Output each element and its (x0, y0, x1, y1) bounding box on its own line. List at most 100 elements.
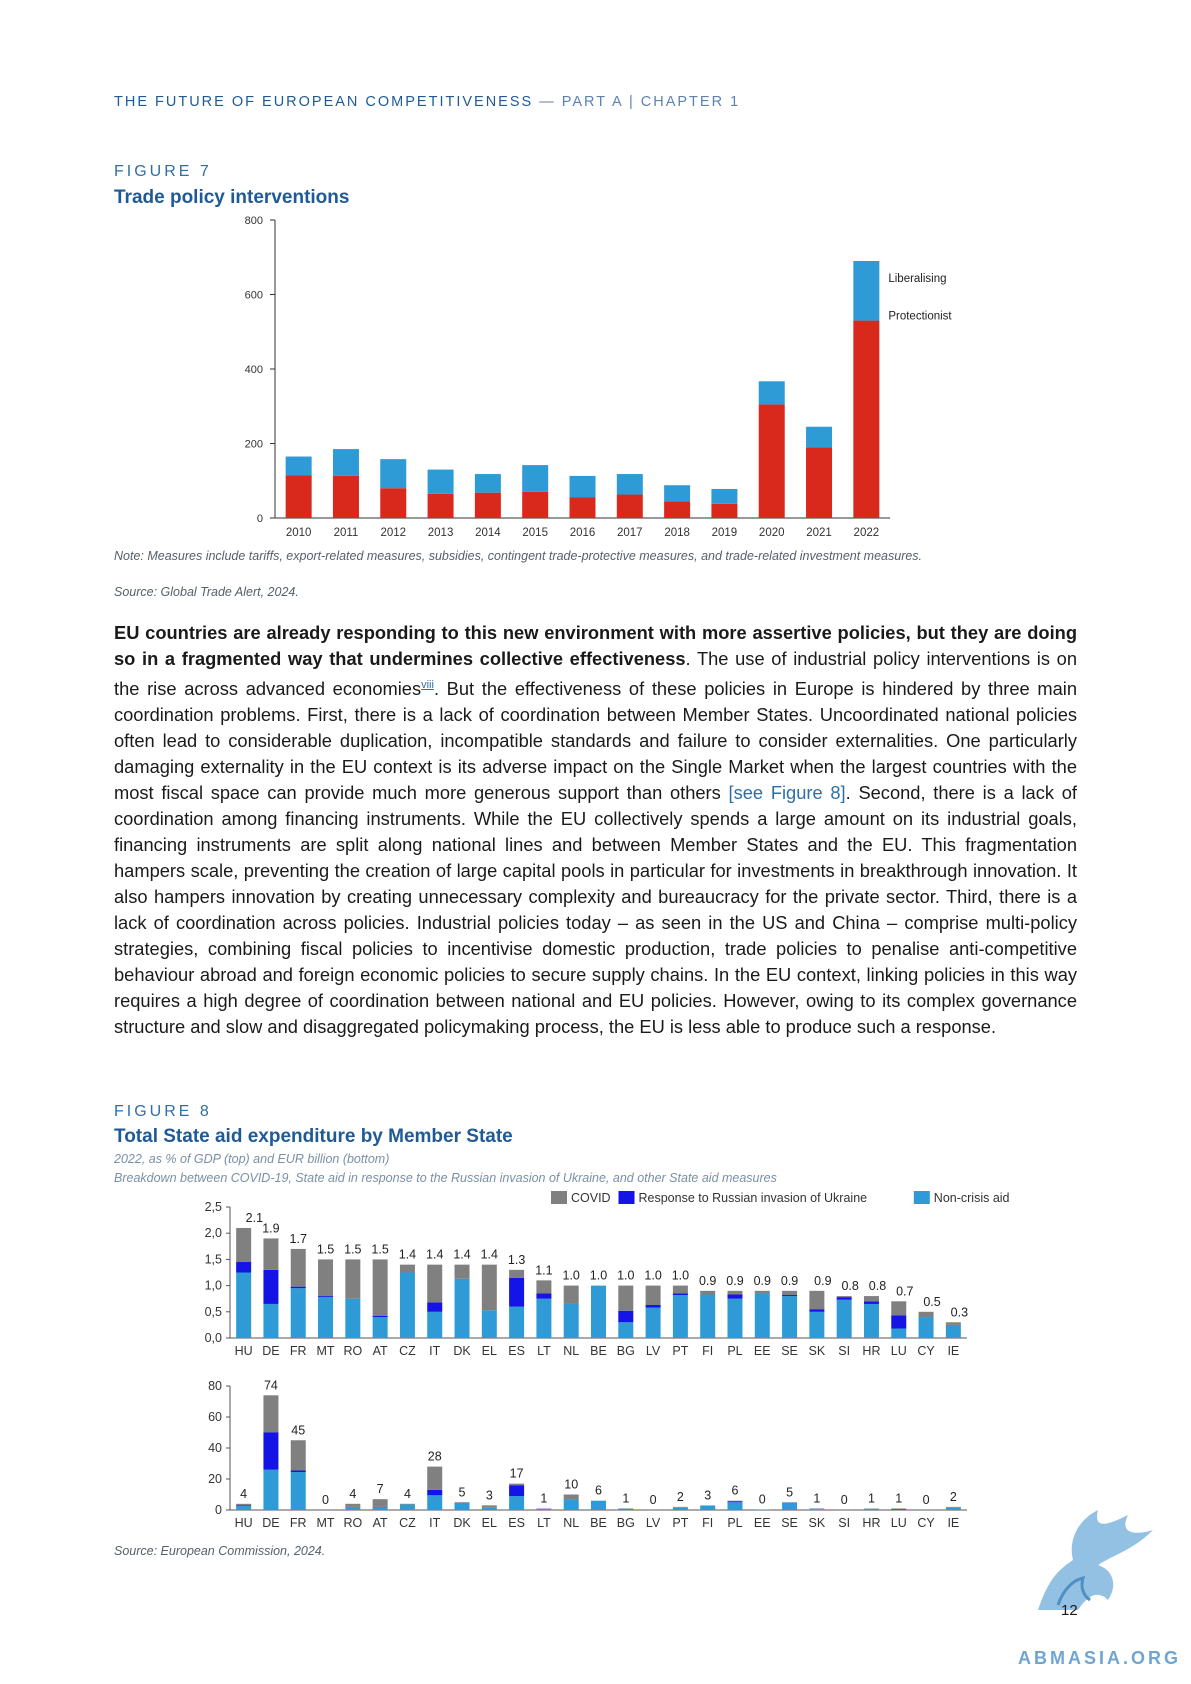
x-tick-label: 2012 (380, 527, 406, 539)
x-tick-label: 2017 (617, 527, 643, 539)
x-tick-label: PL (727, 1516, 742, 1530)
bar-liberalising (853, 260, 880, 321)
figure-7-label: FIGURE 7 (114, 163, 212, 180)
bar-segment (318, 1259, 334, 1297)
data-label: 6 (595, 1484, 602, 1498)
x-tick-label: 2014 (475, 527, 501, 539)
y-tick-label: 800 (245, 215, 263, 227)
bar-segment (372, 1315, 388, 1318)
bar-segment (672, 1293, 688, 1296)
x-tick-label: LU (891, 1516, 907, 1530)
x-tick-label: MT (317, 1516, 335, 1530)
data-label: 1 (622, 1491, 629, 1505)
bar-segment (372, 1259, 388, 1316)
y-tick-label: 0 (257, 513, 263, 525)
x-tick-label: BG (617, 1516, 635, 1530)
bar-segment (427, 1302, 443, 1312)
y-tick-label: 1,0 (205, 1279, 222, 1293)
data-label: 4 (240, 1487, 247, 1501)
figure-8-source: Source: European Commission, 2024. (114, 1544, 326, 1558)
bar-segment (399, 1272, 415, 1338)
y-tick-label: 400 (245, 364, 263, 376)
x-tick-label: NL (563, 1516, 579, 1530)
x-tick-label: 2021 (806, 527, 832, 539)
data-label: 74 (264, 1378, 278, 1392)
x-tick-label: CY (917, 1516, 935, 1530)
bar-segment (318, 1296, 334, 1298)
data-label: 2.1 (246, 1211, 263, 1225)
x-tick-label: 2019 (712, 527, 738, 539)
data-label: 0.8 (841, 1279, 858, 1293)
bar-segment (536, 1280, 552, 1294)
bar-protectionist (380, 488, 407, 518)
bar-segment (399, 1504, 415, 1510)
running-header: THE FUTURE OF EUROPEAN COMPETITIVENESS —… (114, 94, 740, 110)
bar-segment (563, 1303, 579, 1338)
bar-segment (672, 1295, 688, 1338)
y-tick-label: 0,5 (205, 1305, 222, 1319)
y-tick-label: 0 (215, 1503, 222, 1517)
data-label: 1 (813, 1491, 820, 1505)
data-label: 2 (950, 1490, 957, 1504)
data-label: 1.4 (426, 1248, 443, 1262)
data-label: 6 (732, 1484, 739, 1498)
x-tick-label: FR (290, 1344, 307, 1358)
data-label: 1.0 (563, 1269, 580, 1283)
bar-segment (700, 1290, 716, 1295)
bar-segment (672, 1285, 688, 1294)
x-tick-label: CY (917, 1344, 935, 1358)
x-tick-label: BG (617, 1344, 635, 1358)
data-label: 7 (377, 1482, 384, 1496)
x-tick-label: SK (809, 1516, 826, 1530)
figure-7-note: Note: Measures include tariffs, export-r… (114, 549, 923, 563)
bar-segment (536, 1298, 552, 1338)
x-tick-label: IE (947, 1516, 959, 1530)
bar-segment (563, 1494, 579, 1500)
bar-segment (563, 1285, 579, 1304)
bar-segment (263, 1432, 279, 1470)
x-tick-label: CZ (399, 1344, 416, 1358)
x-tick-label: AT (373, 1344, 388, 1358)
figure-8-link[interactable]: [see Figure 8] (728, 782, 846, 804)
bar-segment (372, 1507, 388, 1510)
bar-segment (618, 1310, 634, 1323)
data-label: 1.7 (290, 1232, 307, 1246)
x-tick-label: PT (672, 1516, 688, 1530)
watermark-text: ABMASIA.ORG (1018, 1648, 1181, 1668)
bar-segment (509, 1277, 525, 1307)
x-tick-label: LV (646, 1344, 661, 1358)
bar-segment (290, 1472, 306, 1510)
trade-policy-chart: 0 200 400 600 800 2010 2011 2012 2013 2014 2015 201… (245, 215, 953, 539)
data-label: 1.1 (535, 1263, 552, 1277)
bar-segment (727, 1502, 743, 1510)
x-tick-label: IT (429, 1344, 440, 1358)
body-text-3: . Second, there is a lack of coordinatio… (114, 782, 1077, 1038)
x-tick-label: IE (947, 1344, 959, 1358)
legend-protectionist: Protectionist (888, 311, 952, 323)
bar-segment (618, 1285, 634, 1311)
bar-protectionist (806, 447, 833, 518)
x-tick-label: PT (672, 1344, 688, 1358)
data-label: 17 (510, 1467, 524, 1481)
body-text-2: . But the effectiveness of these policie… (114, 678, 1077, 804)
x-tick-label: LT (537, 1516, 551, 1530)
x-tick-label: ES (508, 1516, 525, 1530)
bar-segment (918, 1317, 934, 1338)
x-tick-label: SI (838, 1344, 850, 1358)
bar-segment (236, 1227, 252, 1263)
legend-label: Response to Russian invasion of Ukraine (639, 1191, 868, 1205)
x-tick-label: HU (235, 1344, 253, 1358)
bar-segment (618, 1322, 634, 1338)
legend-swatch (618, 1191, 635, 1204)
footnote-ref-viii[interactable]: viii (421, 679, 434, 691)
x-tick-label: FR (290, 1516, 307, 1530)
bar-segment (727, 1500, 743, 1502)
data-label: 4 (349, 1487, 356, 1501)
legend-liberalising: Liberalising (888, 273, 946, 285)
state-aid-eur-chart: 0204060804HU74DE45FR0MT4RO7AT4CZ28IT5DK3… (208, 1378, 967, 1530)
bar-segment (809, 1509, 825, 1510)
bar-liberalising (758, 381, 785, 405)
bar-segment (754, 1290, 770, 1294)
bar-segment (618, 1508, 634, 1510)
bar-segment (290, 1470, 306, 1473)
